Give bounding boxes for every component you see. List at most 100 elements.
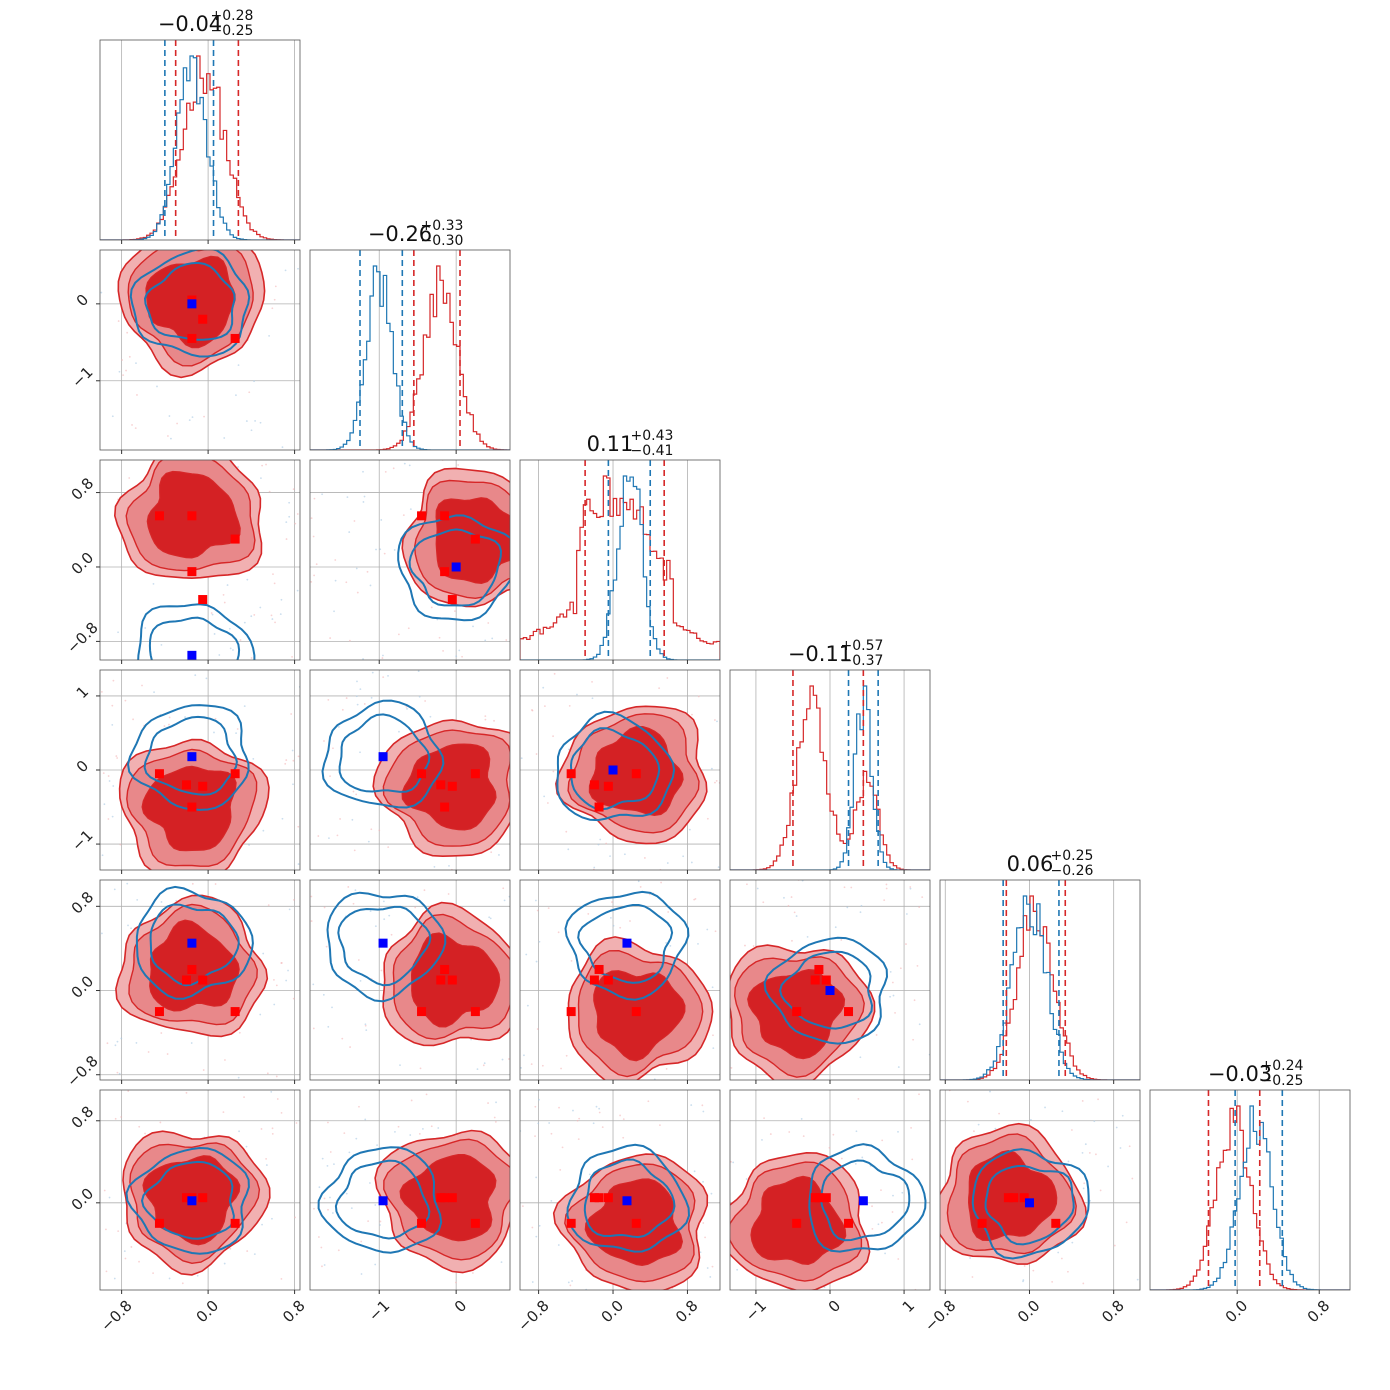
speck-5-3-26 [855, 1130, 858, 1133]
speck-4-3-35 [885, 883, 888, 886]
red-marker-5-1-1 [447, 1193, 457, 1203]
speck-5-4-55 [1099, 1189, 1102, 1192]
speck-4-2-23 [534, 899, 537, 902]
speck-5-4-26 [1131, 1177, 1134, 1180]
panel-2-1 [309, 459, 511, 664]
blue-contour-outer-2-1 [397, 514, 510, 622]
speck-3-0-3 [115, 755, 118, 757]
speck-5-1-40 [355, 1137, 358, 1140]
speck-2-0-60 [226, 584, 229, 586]
speck-5-1-28 [327, 1121, 329, 1124]
speck-4-0-10 [126, 882, 129, 885]
speck-3-2-46 [697, 695, 700, 698]
red-marker-4-2-2 [631, 1007, 641, 1017]
hist-red-3 [730, 685, 930, 870]
xtick-label-0-2: 0.8 [279, 1297, 309, 1327]
speck-4-0-50 [275, 1075, 278, 1078]
speck-5-0-19 [127, 1090, 130, 1092]
speck-3-1-69 [484, 718, 487, 721]
red-marker-4-3-2 [844, 1007, 854, 1017]
title-minus-4: −0.26 [1051, 863, 1094, 879]
red-marker-4-3-0 [814, 964, 824, 974]
speck-5-4-21 [1088, 1152, 1091, 1154]
speck-5-0-17 [130, 1246, 133, 1248]
speck-2-0-67 [285, 521, 288, 524]
speck-2-0-27 [239, 639, 242, 641]
blue-contour-outer-5-3 [808, 1143, 927, 1253]
red-marker-4-2-0 [594, 964, 604, 974]
speck-5-3-28 [871, 1205, 873, 1208]
speck-2-1-45 [442, 650, 444, 652]
speck-3-1-36 [336, 834, 339, 837]
speck-5-1-60 [318, 1186, 321, 1189]
speck-4-2-57 [629, 920, 631, 922]
speck-2-1-28 [461, 655, 463, 658]
speck-4-0-52 [275, 984, 278, 987]
speck-3-2-49 [531, 709, 533, 711]
speck-4-3-33 [846, 906, 849, 909]
speck-4-1-29 [380, 969, 383, 972]
red-marker-3-1-3 [417, 769, 427, 779]
blue-marker-3-2 [608, 765, 618, 775]
speck-5-2-9 [690, 1104, 693, 1106]
speck-3-2-54 [591, 697, 594, 700]
speck-5-2-60 [601, 1126, 604, 1129]
speck-2-0-47 [271, 618, 274, 620]
speck-5-1-27 [367, 1220, 370, 1223]
speck-5-2-22 [598, 1111, 601, 1114]
speck-2-0-65 [260, 477, 262, 480]
speck-4-3-19 [912, 1038, 915, 1041]
speck-5-2-0 [569, 1284, 572, 1287]
speck-5-1-64 [494, 1120, 497, 1123]
speck-3-1-19 [398, 730, 400, 733]
blue-marker-1-0 [187, 299, 197, 309]
red-marker-4-2-4 [589, 975, 599, 985]
speck-5-1-11 [493, 1116, 496, 1119]
speck-1-0-54 [156, 385, 158, 388]
speck-5-1-39 [358, 1105, 360, 1108]
speck-1-0-58 [254, 420, 256, 422]
speck-5-4-43 [1084, 1143, 1087, 1146]
speck-5-0-53 [261, 1223, 263, 1226]
speck-5-2-4 [702, 1222, 705, 1224]
speck-4-3-39 [918, 906, 921, 909]
speck-5-1-57 [425, 1093, 428, 1096]
speck-4-2-64 [612, 924, 615, 927]
speck-5-1-34 [329, 1196, 331, 1199]
panel-1-0: 0 −1 [68, 249, 301, 454]
speck-3-1-39 [356, 680, 358, 683]
speck-2-0-45 [213, 633, 216, 635]
speck-2-1-60 [408, 464, 411, 467]
hist-red-2 [520, 475, 720, 660]
speck-4-1-24 [352, 902, 355, 905]
speck-2-1-52 [310, 517, 313, 520]
speck-5-0-20 [144, 1132, 146, 1135]
speck-3-1-35 [405, 706, 408, 708]
hist-blue-4 [940, 895, 1140, 1080]
speck-4-0-11 [293, 898, 295, 901]
speck-5-3-5 [910, 1126, 912, 1129]
speck-3-0-46 [252, 757, 255, 760]
speck-2-1-6 [379, 548, 382, 551]
speck-4-1-2 [388, 914, 391, 917]
speck-4-3-27 [921, 896, 924, 899]
speck-1-0-3 [136, 394, 138, 396]
speck-2-1-37 [310, 580, 313, 583]
panel-frame-5-5 [1149, 1089, 1351, 1291]
speck-4-2-28 [714, 930, 717, 933]
speck-3-2-66 [716, 720, 718, 723]
speck-4-1-50 [357, 959, 360, 961]
blue-contour-inner-5-1 [334, 1159, 431, 1240]
speck-4-2-49 [669, 944, 672, 947]
ytick-label-1-0: 0 [73, 291, 92, 310]
speck-4-3-64 [744, 944, 746, 947]
speck-2-1-7 [407, 627, 410, 630]
speck-4-3-2 [883, 899, 886, 902]
speck-4-2-69 [712, 1047, 715, 1050]
speck-3-1-45 [424, 700, 427, 702]
speck-5-3-53 [828, 1146, 831, 1149]
speck-5-3-9 [897, 1130, 899, 1133]
panel-0-0: −0.04+0.28−0.25 [99, 8, 301, 244]
speck-4-1-1 [489, 917, 492, 920]
blue-contour-outer-4-0 [135, 885, 254, 1000]
